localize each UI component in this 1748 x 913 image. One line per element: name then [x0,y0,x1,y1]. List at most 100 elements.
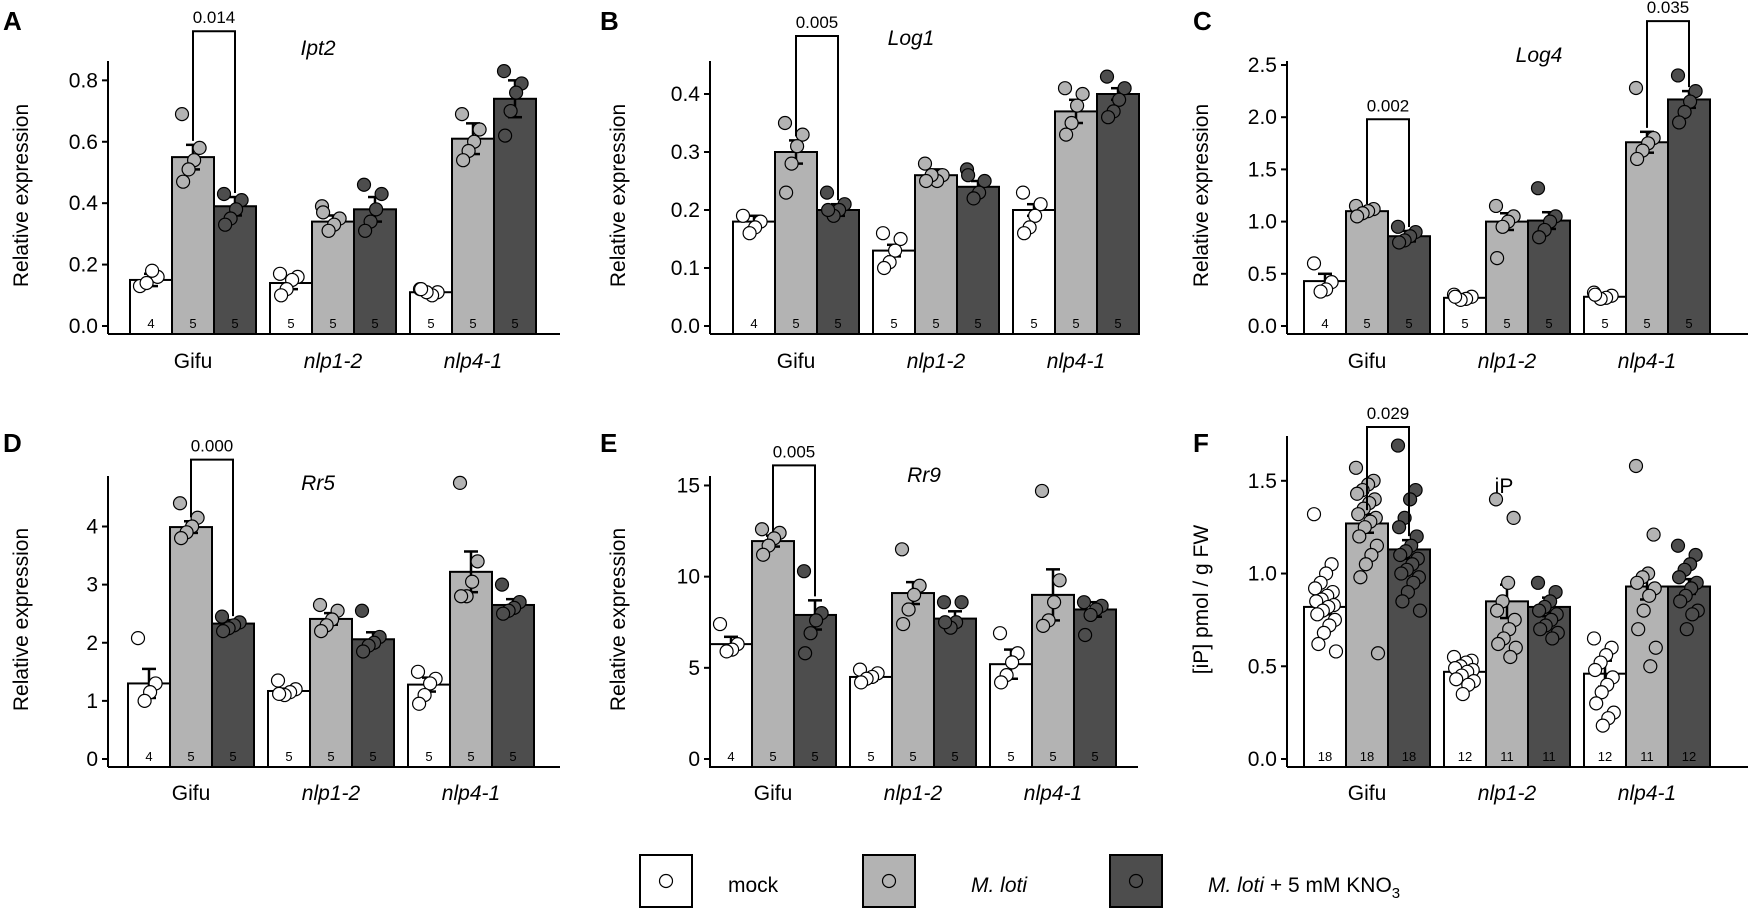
n-label: 5 [327,749,334,764]
data-point [130,630,146,646]
data-point [795,127,810,142]
n-label: 11 [1500,749,1514,764]
data-point [966,191,981,206]
category-label: nlp1-2 [884,782,943,805]
n-label: 5 [867,749,874,764]
legend-label-mloti: M. loti [971,874,1028,897]
data-point [803,626,818,641]
data-point [754,522,770,537]
comparison-bracket [1366,118,1410,227]
bar [709,643,753,769]
data-point [358,223,373,238]
n-label: 5 [189,316,196,331]
data-point [1629,575,1645,590]
data-point [216,624,231,639]
data-point [1099,69,1115,84]
data-point [1033,197,1048,212]
y-axis-label: Relative expression [607,528,630,711]
data-point [875,226,891,241]
data-point [1057,81,1073,96]
n-label: 5 [229,749,236,764]
panel-d: D Rr5 Relative expression 0 1 2 3 4 4 5 5 Gifu 5 5 5 nl… [3,428,560,805]
y-axis-label: Relative expression [10,528,33,711]
data-point [1671,115,1687,130]
data-point [887,243,903,258]
category-label: nlp1-2 [1478,350,1537,373]
data-point [1353,570,1368,585]
data-point [1670,68,1686,83]
bar [933,617,977,769]
n-label: 5 [427,316,434,331]
bar [491,603,535,768]
n-label: 5 [467,749,474,764]
data-point [1393,547,1408,563]
data-point [819,185,835,200]
data-point [452,475,468,491]
data-point [853,675,869,690]
n-label: 5 [287,316,294,331]
data-point [272,266,288,281]
panel-f: FiP [iP] pmol / g FW 0.0 0.5 1.0 1.5 18 18 18 Gif… [1190,404,1748,805]
data-point [893,231,908,247]
legend-point-kno3 [1128,873,1144,889]
comparison-bracket [772,464,816,597]
y-tick-label: 0.3 [671,141,700,164]
category-label: Gifu [174,350,213,373]
data-point [145,263,160,278]
data-point [1348,460,1364,475]
y-tick-label: 2.5 [1248,54,1277,77]
n-label: 5 [811,749,818,764]
data-point [1506,510,1521,525]
data-point [274,288,289,303]
data-point [876,260,892,276]
data-point [906,587,922,602]
data-point [1489,603,1505,618]
data-point [423,676,438,691]
data-point [1310,607,1325,622]
n-label: 5 [1643,316,1650,331]
y-tick-label: 0.8 [69,69,98,92]
n-label: 4 [147,316,154,331]
category-label: nlp1-2 [302,782,361,805]
n-label: 18 [1360,749,1374,764]
data-point [895,616,911,632]
data-point [1449,672,1464,687]
n-label: 4 [750,316,757,331]
data-point [1589,696,1604,711]
bar [311,220,355,336]
n-label: 18 [1402,749,1416,764]
data-point [1370,646,1386,661]
panel-title: iP [1495,475,1514,498]
data-point [214,609,230,624]
category-label: nlp1-2 [907,350,966,373]
n-label: 5 [1049,749,1056,764]
data-point [719,644,734,659]
category-label: Gifu [1348,782,1387,805]
bar [451,137,495,335]
category-label: nlp4-1 [1618,350,1676,373]
category-label: Gifu [754,782,793,805]
data-point [1631,622,1646,637]
bar [267,689,311,769]
n-label: 5 [511,316,518,331]
data-point [1083,607,1098,623]
data-point [1587,662,1603,678]
data-point [470,554,485,569]
data-point [1491,636,1506,652]
data-point [496,64,512,79]
category-label: nlp4-1 [1047,350,1105,373]
p-value-label: 0.035 [1647,0,1690,17]
data-point [321,223,336,238]
n-label: 5 [1091,749,1098,764]
data-point [1306,507,1322,522]
n-label: 5 [1072,316,1079,331]
data-point [1500,575,1516,590]
data-point [784,156,799,171]
n-label: 5 [1405,316,1412,331]
data-point [1679,622,1694,637]
data-point [503,103,518,119]
y-tick-label: 0.4 [671,83,701,106]
data-point [977,173,992,189]
n-label: 5 [909,749,916,764]
data-point [808,613,824,628]
